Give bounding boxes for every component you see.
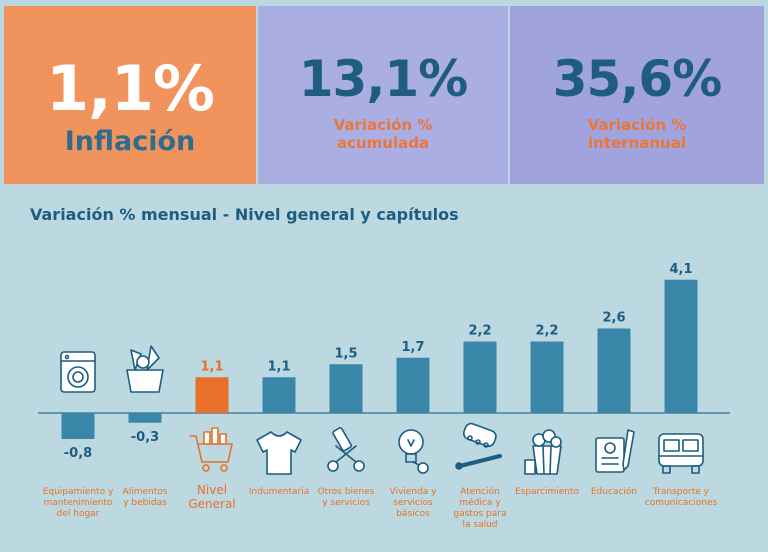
bus-icon [658,433,704,474]
bar-0 [61,413,95,439]
value-label-0: -0,8 [64,446,92,461]
kpi-accumulated-card: 13,1% Variación % acumulada [258,6,508,184]
bar-9 [664,279,698,413]
bar-7 [530,341,564,413]
category-label-3-0: Indumentaria [249,487,310,497]
tshirt-icon [256,431,302,475]
notebook-pen-icon [595,429,635,473]
kpi-accumulated-label-line2: acumulada [336,134,430,152]
value-label-6: 2,2 [468,324,491,339]
bar-8 [597,328,631,413]
kpi-inflation-value: 1,1% [46,52,215,125]
value-label-1: -0,3 [131,430,159,445]
category-label-9-0: Transporte y [652,487,710,497]
kpi-inflation-label: Inflación [64,126,196,157]
category-label-6-3: la salud [463,520,498,530]
bar-3 [262,377,296,413]
bar-5 [396,357,430,413]
category-label-2-1: General [188,497,235,511]
category-label-9-1: comunicaciones [645,498,718,508]
category-label-0-1: mantenimiento [44,498,113,508]
kpi-accumulated-label-line1: Variación % [333,116,433,134]
category-label-4-1: y servicios [322,498,370,508]
category-label-6-0: Atención [460,486,499,497]
category-label-2-0: Nivel [197,483,227,497]
category-label-0-0: Equipamiento y [43,487,114,497]
shopping-cart-icon [189,427,233,472]
value-label-4: 1,5 [334,346,357,361]
value-label-2: 1,1 [200,359,223,374]
grocery-bag-icon [126,345,164,393]
bar-6 [463,341,497,413]
chart-title: Variación % mensual - Nivel general y ca… [30,205,459,224]
category-label-5-1: servicios [393,498,433,508]
category-label-1-0: Alimentos [123,487,168,497]
bar-1 [128,413,162,423]
category-label-7-0: Esparcimiento [515,487,580,497]
category-label-8-0: Educación [591,486,637,497]
category-label-4-0: Otros bienes [318,487,375,497]
bar-4 [329,364,363,413]
top-strip [0,0,768,6]
bar-2 [195,377,229,413]
category-label-5-0: Vivienda y [390,487,438,497]
pills-thermometer-icon [455,422,502,470]
value-label-9: 4,1 [669,262,692,277]
category-label-6-2: gastos para [454,509,507,519]
category-label-0-2: del hogar [57,509,100,519]
category-label-6-1: médica y [459,497,501,508]
kpi-yoy-card: 35,6% Variación % internanual [510,6,764,184]
kpi-yoy-value: 35,6% [552,50,722,108]
value-label-5: 1,7 [401,340,424,355]
lightbulb-key-icon [398,429,429,474]
kpi-inflation-card: 1,1% Inflación [4,6,256,184]
kpi-accumulated-value: 13,1% [298,50,468,108]
value-label-3: 1,1 [267,359,290,374]
popcorn-icon [524,429,562,475]
kpi-yoy-label-line2: internanual [588,134,686,152]
category-label-5-2: básicos [396,509,430,519]
scissors-icon [327,427,365,472]
value-label-7: 2,2 [535,324,558,339]
value-label-8: 2,6 [602,311,625,326]
category-label-1-1: y bebidas [123,498,167,508]
washing-machine-icon [60,351,96,393]
kpi-yoy-label-line1: Variación % [587,116,687,134]
